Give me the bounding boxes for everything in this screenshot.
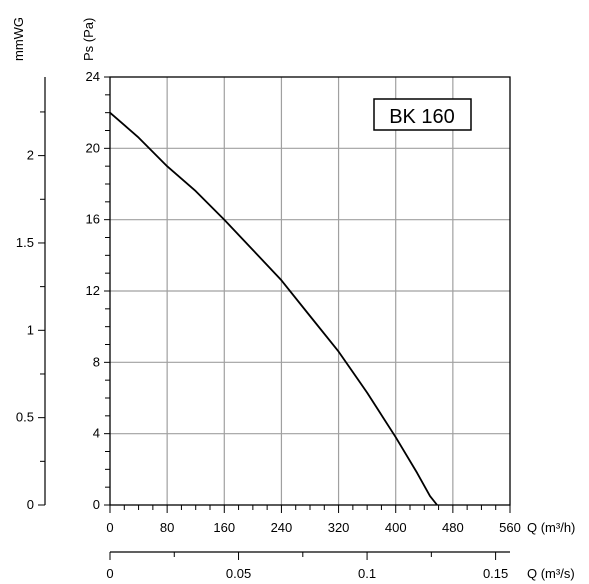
y-primary-tick-label: 0: [93, 497, 100, 512]
y-primary-tick-label: 20: [86, 140, 100, 155]
x-primary-tick-label: 480: [442, 520, 464, 535]
y-secondary-tick-label: 1.5: [16, 235, 34, 250]
x-secondary-tick-label: 0.1: [358, 566, 376, 581]
x-secondary-tick-label: 0.15: [483, 566, 508, 581]
y-secondary-tick-label: 2: [27, 148, 34, 163]
axes: [38, 76, 511, 560]
x-primary-tick-label: 400: [385, 520, 407, 535]
y-primary-tick-label: 12: [86, 283, 100, 298]
y-primary-tick-label: 24: [86, 69, 100, 84]
series-line: [109, 112, 438, 506]
x-primary-tick-label: 80: [160, 520, 174, 535]
x-secondary-tick-label: 0.05: [226, 566, 251, 581]
y-primary-axis-title: Ps (Pa): [81, 18, 96, 61]
y-secondary-tick-label: 0: [27, 497, 34, 512]
x-primary-tick-label: 240: [271, 520, 293, 535]
x-secondary-tick-label: 0: [106, 566, 113, 581]
x-primary-tick-label: 560: [499, 520, 521, 535]
x-primary-tick-label: 320: [328, 520, 350, 535]
curve-layer: [109, 112, 438, 506]
y-secondary-tick-label: 1: [27, 322, 34, 337]
y-primary-tick-label: 8: [93, 354, 100, 369]
grid: [110, 77, 510, 505]
x-secondary-axis-title: Q (m³/s): [527, 566, 575, 581]
y-primary-tick-label: 16: [86, 212, 100, 227]
x-primary-tick-label: 0: [106, 520, 113, 535]
x-primary-axis-title: Q (m³/h): [527, 520, 575, 535]
y-secondary-tick-label: 0.5: [16, 410, 34, 425]
title-box: [373, 98, 472, 131]
chart-title: BK 160: [389, 106, 455, 128]
x-primary-tick-label: 160: [213, 520, 235, 535]
y-primary-tick-label: 4: [93, 426, 100, 441]
y-secondary-axis-title: mmWG: [11, 17, 26, 61]
